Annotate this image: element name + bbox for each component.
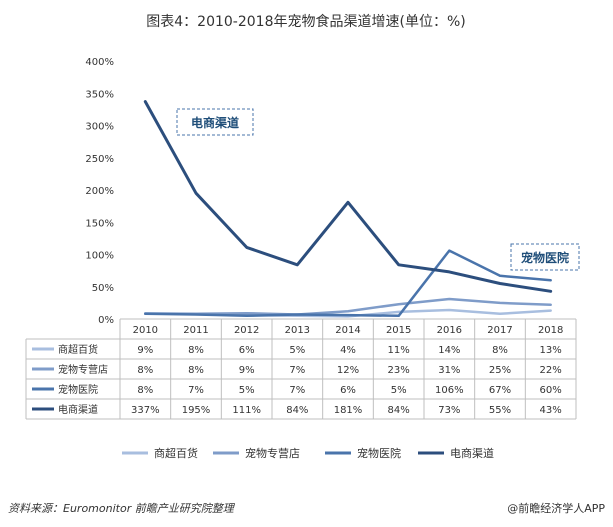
x-tick-label: 2012 <box>234 325 259 336</box>
data-label: 181% <box>334 405 363 416</box>
x-tick-label: 2015 <box>386 325 411 336</box>
data-label: 60% <box>540 385 562 396</box>
data-label: 337% <box>131 405 160 416</box>
annotation-vet-label: 宠物医院 <box>521 250 569 265</box>
legend-label: 商超百货 <box>154 446 198 460</box>
x-tick-label: 2018 <box>538 325 563 336</box>
data-label: 31% <box>438 365 460 376</box>
y-tick-label: 400% <box>85 57 114 68</box>
legend-label: 宠物专营店 <box>245 446 300 460</box>
series-line-2 <box>144 297 552 316</box>
legend: 商超百货 宠物专营店 宠物医院 电商渠道 <box>122 446 494 460</box>
data-label: 106% <box>435 385 464 396</box>
x-tick-label: 2013 <box>285 325 310 336</box>
data-label: 5% <box>391 385 407 396</box>
y-tick-label: 350% <box>85 89 114 100</box>
x-tick-label: 2011 <box>183 325 208 336</box>
data-label: 5% <box>289 345 305 356</box>
data-label: 9% <box>239 365 255 376</box>
data-label: 12% <box>337 365 359 376</box>
data-label: 111% <box>232 405 261 416</box>
data-label: 55% <box>489 405 511 416</box>
y-tick-label: 50% <box>92 283 114 294</box>
chart-title: 图表4：2010-2018年宠物食品渠道增速(单位：%) <box>146 13 465 30</box>
annotation-ecommerce: 电商渠道 <box>176 108 254 136</box>
data-label: 22% <box>540 365 562 376</box>
legend-label: 宠物医院 <box>357 446 401 460</box>
data-label: 84% <box>388 405 410 416</box>
data-label: 7% <box>188 385 204 396</box>
data-label: 8% <box>137 365 153 376</box>
x-tick-label: 2010 <box>133 325 158 336</box>
data-label: 14% <box>438 345 460 356</box>
data-label: 25% <box>489 365 511 376</box>
row-series-name: 宠物专营店 <box>58 363 108 376</box>
y-tick-label: 200% <box>85 186 114 197</box>
x-tick-label: 2016 <box>437 325 462 336</box>
brand-label: @前瞻经济学人APP <box>507 501 605 515</box>
legend-label: 电商渠道 <box>450 446 494 460</box>
data-label: 9% <box>137 345 153 356</box>
series-line-3 <box>144 249 552 318</box>
data-label: 5% <box>239 385 255 396</box>
data-label: 43% <box>540 405 562 416</box>
data-label: 8% <box>137 385 153 396</box>
data-label: 8% <box>188 345 204 356</box>
data-label: 84% <box>286 405 308 416</box>
data-label: 11% <box>388 345 410 356</box>
data-label: 6% <box>239 345 255 356</box>
data-label: 23% <box>388 365 410 376</box>
row-series-name: 宠物医院 <box>58 383 98 396</box>
data-label: 7% <box>289 365 305 376</box>
data-label: 7% <box>289 385 305 396</box>
x-tick-label: 2014 <box>335 325 360 336</box>
data-label: 13% <box>540 345 562 356</box>
row-series-name: 电商渠道 <box>58 403 98 416</box>
plot-area <box>143 100 553 318</box>
annotation-ecommerce-label: 电商渠道 <box>191 115 239 130</box>
data-label: 8% <box>188 365 204 376</box>
y-tick-label: 300% <box>85 122 114 133</box>
source-note: 资料来源：Euromonitor 前瞻产业研究院整理 <box>8 502 236 515</box>
data-label: 73% <box>438 405 460 416</box>
y-axis: 0% 50% 100% 150% 200% 250% 300% 350% 400% <box>85 57 114 326</box>
y-tick-label: 0% <box>98 315 114 326</box>
data-table: 2010 2011 2012 2013 2014 2015 2016 2017 2018 商超百货… <box>25 318 577 420</box>
row-series-name: 商超百货 <box>58 343 98 356</box>
data-label: 8% <box>492 345 508 356</box>
series-line-4 <box>143 100 553 293</box>
data-label: 195% <box>182 405 211 416</box>
data-label: 6% <box>340 385 356 396</box>
y-tick-label: 250% <box>85 154 114 165</box>
y-tick-label: 150% <box>85 218 114 229</box>
y-tick-label: 100% <box>85 251 114 262</box>
annotation-vet: 宠物医院 <box>510 243 580 271</box>
x-tick-label: 2017 <box>487 325 512 336</box>
data-label: 4% <box>340 345 356 356</box>
data-label: 67% <box>489 385 511 396</box>
